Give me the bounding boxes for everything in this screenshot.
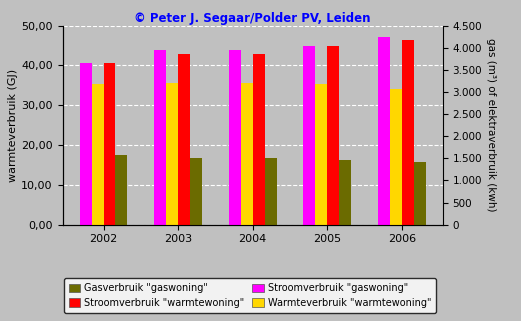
- Bar: [166, 83, 178, 225]
- Bar: [190, 158, 202, 225]
- Bar: [154, 49, 166, 225]
- Bar: [104, 64, 116, 225]
- Legend: Gasverbruik "gaswoning", Stroomverbruik "warmtewoning", Stroomverbruik "gaswonin: Gasverbruik "gaswoning", Stroomverbruik …: [64, 278, 436, 313]
- Y-axis label: gas (m³) of elektraverbruik (kwh): gas (m³) of elektraverbruik (kwh): [487, 39, 497, 212]
- Bar: [390, 89, 402, 225]
- Bar: [378, 37, 390, 225]
- Bar: [229, 49, 241, 225]
- Bar: [241, 83, 253, 225]
- Bar: [339, 160, 351, 225]
- Title: © Peter J. Segaar/Polder PV, Leiden: © Peter J. Segaar/Polder PV, Leiden: [134, 12, 371, 24]
- Bar: [402, 40, 414, 225]
- Bar: [315, 84, 327, 225]
- Bar: [116, 155, 128, 225]
- Bar: [80, 63, 92, 225]
- Bar: [92, 84, 104, 225]
- Bar: [414, 162, 426, 225]
- Bar: [178, 54, 190, 225]
- Bar: [253, 54, 265, 225]
- Bar: [327, 46, 339, 225]
- Y-axis label: warmteverbruik (GJ): warmteverbruik (GJ): [8, 69, 18, 182]
- Bar: [265, 158, 277, 225]
- Bar: [303, 46, 315, 225]
